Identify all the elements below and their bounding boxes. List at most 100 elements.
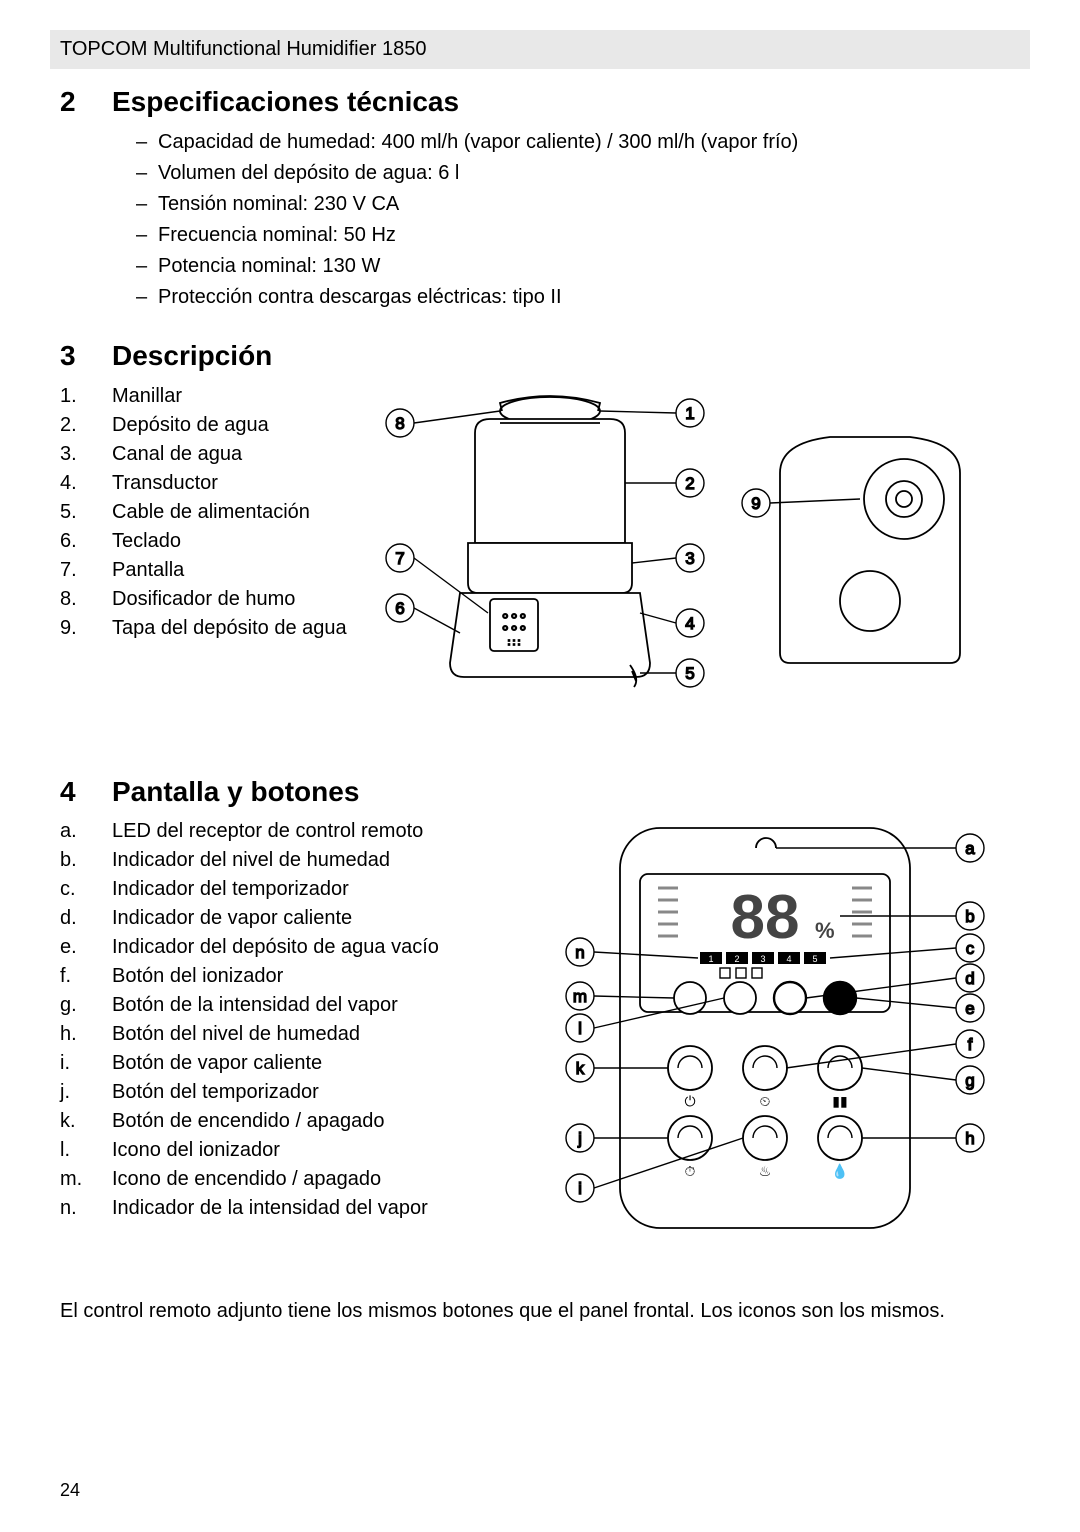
db-text: Indicador del temporizador xyxy=(112,876,500,903)
desc-text: Dosificador de humo xyxy=(112,586,360,613)
desc-text: Canal de agua xyxy=(112,441,360,468)
desc-num: 1. xyxy=(60,383,112,410)
section-3-heading: 3Descripción xyxy=(60,337,1020,375)
svg-text:: : :: : : : xyxy=(508,637,521,647)
db-text: Icono del ionizador xyxy=(112,1137,500,1164)
db-text: Botón de vapor caliente xyxy=(112,1050,500,1077)
db-num: j. xyxy=(60,1079,112,1106)
db-text: Indicador del nivel de humedad xyxy=(112,847,500,874)
svg-text:4: 4 xyxy=(685,614,694,633)
section-3-title: Descripción xyxy=(112,340,272,371)
svg-text:7: 7 xyxy=(395,549,404,568)
db-num: i. xyxy=(60,1050,112,1077)
desc-num: 9. xyxy=(60,615,112,642)
humidifier-diagram: ○ ○ ○ ○ ○ ○ : : : xyxy=(360,383,1000,703)
svg-text:♨: ♨ xyxy=(759,1163,772,1179)
desc-num: 7. xyxy=(60,557,112,584)
db-num: b. xyxy=(60,847,112,874)
svg-text:l: l xyxy=(578,1019,582,1038)
section-4-title: Pantalla y botones xyxy=(112,776,359,807)
desc-text: Teclado xyxy=(112,528,360,555)
section-4-num: 4 xyxy=(60,773,112,811)
db-text: Botón del ionizador xyxy=(112,963,500,990)
db-text: Indicador de vapor caliente xyxy=(112,905,500,932)
db-text: Botón de encendido / apagado xyxy=(112,1108,500,1135)
desc-text: Transductor xyxy=(112,470,360,497)
svg-text:1: 1 xyxy=(708,954,713,964)
db-num: n. xyxy=(60,1195,112,1222)
svg-text:j: j xyxy=(577,1129,582,1148)
db-text: Botón del nivel de humedad xyxy=(112,1021,500,1048)
desc-num: 6. xyxy=(60,528,112,555)
svg-text:h: h xyxy=(965,1129,974,1148)
svg-text:3: 3 xyxy=(760,954,765,964)
desc-num: 5. xyxy=(60,499,112,526)
svg-text:▮▮: ▮▮ xyxy=(832,1093,847,1109)
svg-text:e: e xyxy=(965,999,974,1018)
header-bar: TOPCOM Multifunctional Humidifier 1850 xyxy=(50,30,1030,69)
db-num: e. xyxy=(60,934,112,961)
svg-text:d: d xyxy=(965,969,974,988)
db-num: l. xyxy=(60,1137,112,1164)
section-2-heading: 2Especificaciones técnicas xyxy=(60,83,1020,121)
db-num: a. xyxy=(60,818,112,845)
description-list: 1.Manillar 2.Depósito de agua 3.Canal de… xyxy=(60,383,360,644)
svg-text:⏲: ⏲ xyxy=(760,1093,771,1109)
desc-text: Depósito de agua xyxy=(112,412,360,439)
svg-text:4: 4 xyxy=(786,954,791,964)
svg-text:m: m xyxy=(573,987,587,1006)
svg-text:b: b xyxy=(965,907,974,926)
desc-num: 8. xyxy=(60,586,112,613)
svg-text:8: 8 xyxy=(395,414,404,433)
spec-item: Capacidad de humedad: 400 ml/h (vapor ca… xyxy=(158,129,1020,156)
section-2-title: Especificaciones técnicas xyxy=(112,86,459,117)
db-text: Botón de la intensidad del vapor xyxy=(112,992,500,1019)
svg-text:💧: 💧 xyxy=(831,1163,848,1180)
section-2-num: 2 xyxy=(60,83,112,121)
db-num: m. xyxy=(60,1166,112,1193)
footnote: El control remoto adjunto tiene los mism… xyxy=(60,1298,1020,1325)
db-num: d. xyxy=(60,905,112,932)
svg-text:9: 9 xyxy=(751,494,760,513)
desc-num: 3. xyxy=(60,441,112,468)
svg-text:○ ○ ○: ○ ○ ○ xyxy=(502,623,526,634)
display-panel-diagram: 88 % xyxy=(540,818,960,1258)
svg-text:i: i xyxy=(578,1179,582,1198)
db-text: Icono de encendido / apagado xyxy=(112,1166,500,1193)
svg-text:2: 2 xyxy=(685,474,694,493)
svg-text:○ ○ ○: ○ ○ ○ xyxy=(502,611,526,622)
spec-item: Tensión nominal: 230 V CA xyxy=(158,191,1020,218)
desc-text: Manillar xyxy=(112,383,360,410)
db-num: g. xyxy=(60,992,112,1019)
page-number: 24 xyxy=(60,1478,80,1502)
svg-text:3: 3 xyxy=(685,549,694,568)
db-num: k. xyxy=(60,1108,112,1135)
svg-text:n: n xyxy=(575,943,584,962)
svg-text:c: c xyxy=(966,939,975,958)
svg-text:f: f xyxy=(968,1035,973,1054)
svg-text:a: a xyxy=(965,839,975,858)
desc-num: 4. xyxy=(60,470,112,497)
db-num: h. xyxy=(60,1021,112,1048)
svg-text:1: 1 xyxy=(685,404,694,423)
svg-text:6: 6 xyxy=(395,599,404,618)
spec-item: Potencia nominal: 130 W xyxy=(158,253,1020,280)
db-text: Indicador del depósito de agua vacío xyxy=(112,934,500,961)
desc-text: Tapa del depósito de agua xyxy=(112,615,360,642)
db-text: LED del receptor de control remoto xyxy=(112,818,500,845)
spec-item: Frecuencia nominal: 50 Hz xyxy=(158,222,1020,249)
svg-text:⏱: ⏱ xyxy=(685,1163,696,1179)
desc-text: Cable de alimentación xyxy=(112,499,360,526)
svg-text:g: g xyxy=(965,1071,974,1090)
svg-text:88: 88 xyxy=(731,883,800,952)
spec-item: Volumen del depósito de agua: 6 l xyxy=(158,160,1020,187)
svg-text:%: % xyxy=(815,918,835,943)
svg-text:5: 5 xyxy=(812,954,817,964)
svg-text:⏻: ⏻ xyxy=(684,1093,695,1109)
spec-item: Protección contra descargas eléctricas: … xyxy=(158,284,1020,311)
spec-list: Capacidad de humedad: 400 ml/h (vapor ca… xyxy=(158,129,1020,311)
db-text: Indicador de la intensidad del vapor xyxy=(112,1195,500,1222)
header-text: TOPCOM Multifunctional Humidifier 1850 xyxy=(60,38,426,60)
desc-num: 2. xyxy=(60,412,112,439)
svg-text:k: k xyxy=(576,1059,585,1078)
